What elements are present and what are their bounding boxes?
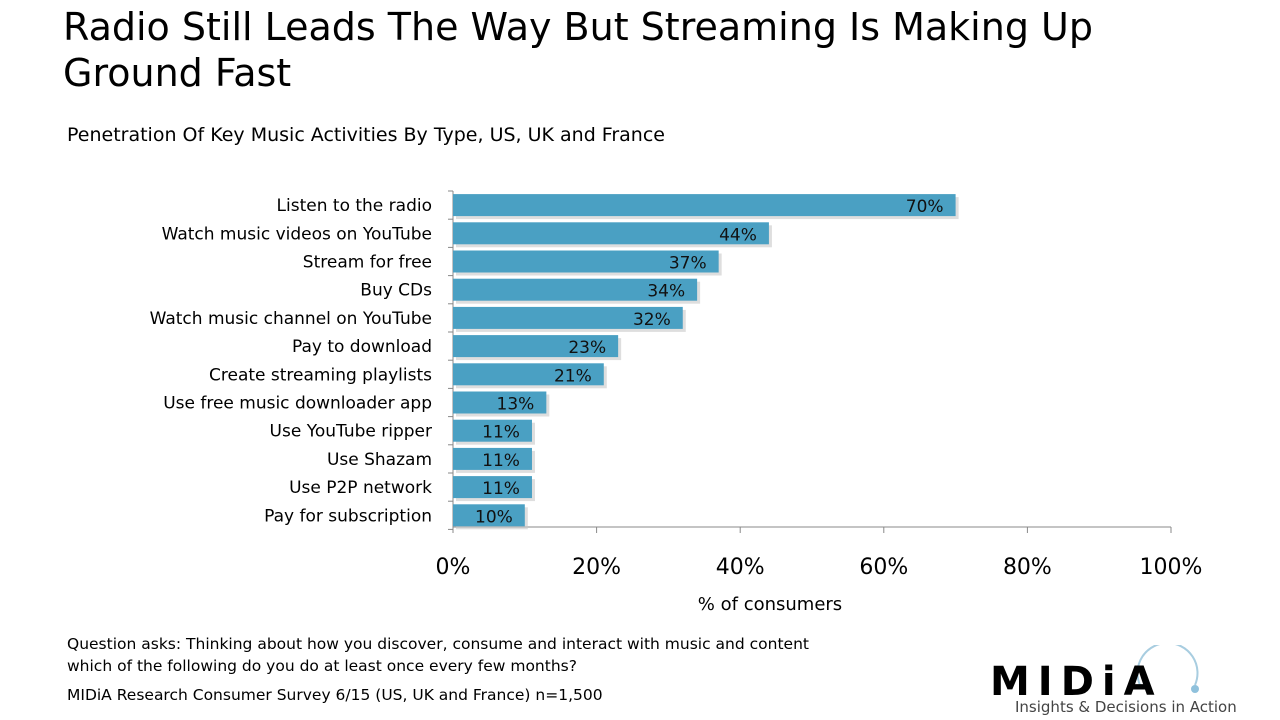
category-label: Buy CDs xyxy=(360,281,432,301)
category-label: Create streaming playlists xyxy=(209,365,432,385)
category-label: Listen to the radio xyxy=(277,196,432,216)
data-label: 37% xyxy=(669,254,707,274)
category-label: Watch music channel on YouTube xyxy=(150,309,432,329)
data-label: 44% xyxy=(719,225,757,245)
bar xyxy=(453,419,532,442)
page-title: Radio Still Leads The Way But Streaming … xyxy=(63,5,1093,95)
bar xyxy=(453,278,698,301)
category-label: Stream for free xyxy=(303,253,432,273)
data-label: 11% xyxy=(482,479,520,499)
data-label: 11% xyxy=(482,451,520,471)
x-tick-label: 40% xyxy=(716,555,765,580)
data-label: 21% xyxy=(554,366,592,386)
x-tick-label: 60% xyxy=(859,555,908,580)
logo-word: MIDiA xyxy=(990,659,1163,705)
bar xyxy=(453,504,525,527)
bar xyxy=(453,222,769,245)
bar xyxy=(453,194,956,217)
bar xyxy=(453,447,532,470)
question-note-line1: Question asks: Thinking about how you di… xyxy=(67,635,809,653)
data-label: 10% xyxy=(475,507,513,527)
chart-subtitle: Penetration Of Key Music Activities By T… xyxy=(67,124,665,146)
question-note-line2: which of the following do you do at leas… xyxy=(67,657,577,675)
data-label: 70% xyxy=(906,197,944,217)
x-tick-label: 80% xyxy=(1003,555,1052,580)
category-label: Use free music downloader app xyxy=(163,394,432,414)
bar xyxy=(453,306,683,329)
category-label: Pay for subscription xyxy=(264,506,432,526)
data-label: 11% xyxy=(482,423,520,443)
data-label: 13% xyxy=(497,395,535,415)
logo-tagline: Insights & Decisions in Action xyxy=(1015,698,1237,716)
data-label: 32% xyxy=(633,310,671,330)
bar xyxy=(453,335,619,358)
x-tick-label: 100% xyxy=(1140,555,1203,580)
bar xyxy=(453,476,532,499)
category-label: Use P2P network xyxy=(289,478,432,498)
data-label: 23% xyxy=(568,338,606,358)
x-axis-label: % of consumers xyxy=(698,594,842,615)
bar-chart: 0% 20% 40% 60% 80% 100% % of consumers Listen t… xyxy=(150,190,1203,615)
bar xyxy=(453,363,604,386)
category-label: Use Shazam xyxy=(327,450,432,470)
category-label: Pay to download xyxy=(292,337,432,357)
category-label: Watch music videos on YouTube xyxy=(162,224,432,244)
data-label: 34% xyxy=(647,282,685,302)
source-note: MIDiA Research Consumer Survey 6/15 (US,… xyxy=(67,686,603,704)
x-tick-label: 0% xyxy=(436,555,471,580)
category-label: Use YouTube ripper xyxy=(270,422,432,442)
bar xyxy=(453,250,719,273)
midia-logo: MIDiA Insights & Decisions in Action xyxy=(990,645,1280,720)
bar xyxy=(453,391,547,414)
logo-arc-icon xyxy=(1136,645,1199,693)
x-tick-label: 20% xyxy=(572,555,621,580)
